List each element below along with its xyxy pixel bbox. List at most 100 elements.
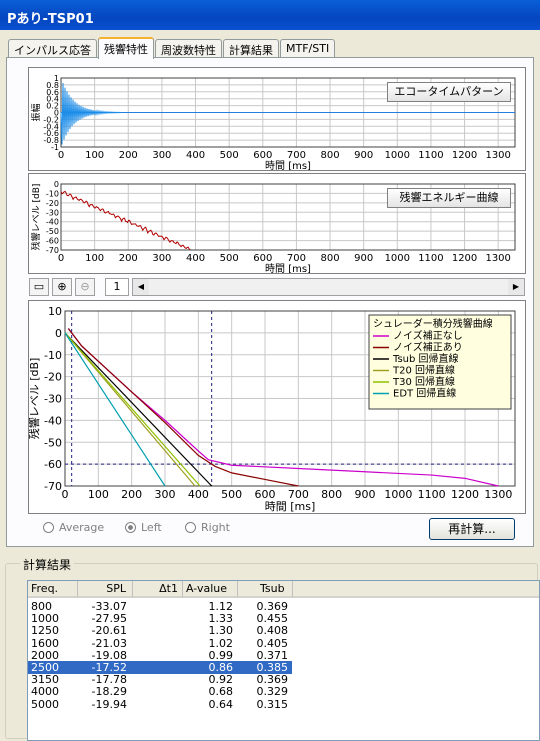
x-tick-label: 900 [354,150,373,161]
table-row[interactable]: 2000 -19.08 0.99 0.371 [28,649,292,662]
table-cell: 0.315 [238,698,288,711]
table-cell: -33.07 [78,600,127,613]
legend-entry-0: ノイズ補正なし [393,329,463,342]
header-freq[interactable]: Freq. [28,581,78,598]
energy-curve-button[interactable]: 残響エネルギー曲線 [387,188,511,208]
table-cell: -18.29 [78,685,127,698]
table-cell: 0.86 [183,661,233,674]
radio-average[interactable]: Average [43,521,104,537]
radio-right-label: Right [201,521,230,534]
x-tick-label: 1100 [418,253,443,264]
x-tick-label: 1100 [418,150,443,161]
table-row[interactable]: 1000 -27.95 1.33 0.455 [28,612,292,625]
x-tick-label: 400 [186,150,205,161]
table-cell: 0.369 [238,673,288,686]
tab-mtf-sti[interactable]: MTF/STI [280,39,335,59]
table-row[interactable]: 3150 -17.78 0.92 0.369 [28,673,292,686]
table-cell: 0.455 [238,612,288,625]
y-tick-label: -40 [46,218,59,227]
y-tick-label: -10 [46,189,59,198]
table-cell: 3150 [31,673,76,686]
radio-left[interactable]: Left [125,521,162,537]
header-a-value[interactable]: A-value [183,581,238,598]
x-tick-label: 200 [119,150,138,161]
x-tick-label: 1300 [484,488,512,501]
table-cell: 2500 [31,661,76,674]
table-cell: 5000 [31,698,76,711]
header-spl[interactable]: SPL [78,581,133,598]
y-tick-label: -40 [44,414,62,427]
legend-entry-4: T30 回帰直線 [392,375,455,388]
series-line-4 [65,333,200,486]
table-cell: 0.92 [183,673,233,686]
x-tick-label: 1000 [384,488,412,501]
table-cell: 0.68 [183,685,233,698]
table-cell: -20.61 [78,624,127,637]
legend-entry-1: ノイズ補正あり [393,341,463,354]
table-row[interactable]: 1600 -21.03 1.02 0.405 [28,637,292,650]
x-axis-label: 時間 [ms] [265,263,311,273]
table-row[interactable]: 2500 -17.52 0.86 0.385 [28,661,292,674]
radio-left-dot [125,522,136,533]
table-cell: 1250 [31,624,76,637]
decay-chart: 0 100 200 300 400 500 600 700 800 900 1000 1100 1200… [29,301,525,513]
series-line-2 [65,333,212,486]
x-tick-label: 500 [221,488,242,501]
table-cell: 2000 [31,649,76,662]
y-axis-label: 振幅 [30,103,42,121]
table-cell: 1000 [31,612,76,625]
recalculate-button[interactable]: 再計算... [429,518,515,540]
x-tick-label: 300 [152,150,171,161]
table-row[interactable]: 5000 -19.94 0.64 0.315 [28,698,292,711]
table-row[interactable]: 4000 -18.29 0.68 0.329 [28,685,292,698]
zoom-in-icon[interactable]: ⊕ [52,278,72,296]
tab-frequency[interactable]: 周波数特性 [155,39,222,59]
table-cell: 800 [31,600,76,613]
radio-right[interactable]: Right [185,521,230,537]
table-row[interactable]: 800 -33.07 1.12 0.369 [28,600,292,613]
tab-results[interactable]: 計算結果 [223,39,279,59]
table-cell: 0.369 [238,600,288,613]
tab-impulse-response[interactable]: インパルス応答 [8,39,97,59]
echo-chart-box: 0 100 200 300 400 500 600 700 800 900 1000 1100 1200… [28,67,526,171]
x-tick-label: 500 [220,253,239,264]
x-tick-label: 600 [253,150,272,161]
table-cell: 0.329 [238,685,288,698]
window-title: Pあり-TSP01 [0,0,540,30]
table-cell: 0.371 [238,649,288,662]
x-tick-label: 400 [186,253,205,264]
table-cell: 0.385 [238,661,288,674]
scroll-right-arrow-icon[interactable]: ▶ [508,279,524,295]
y-tick-label: -70 [46,246,59,255]
table-cell: 1.30 [183,624,233,637]
table-cell: 1.12 [183,600,233,613]
header-dt1[interactable]: Δt1 [133,581,183,598]
page-number-field[interactable]: 1 [105,278,129,296]
x-tick-label: 1200 [451,488,479,501]
y-tick-label: -50 [44,436,62,449]
legend-title: シュレーダー積分残響曲線 [373,317,493,330]
results-list[interactable]: Freq. SPL Δt1 A-value Tsub 800 -33.07 1.12… [27,580,540,741]
table-cell: 0.408 [238,624,288,637]
x-tick-label: 1100 [418,488,446,501]
x-tick-label: 100 [85,253,104,264]
echo-pattern-button[interactable]: エコータイムパターン [387,82,511,102]
table-cell: -21.03 [78,637,127,650]
tab-bar: インパルス応答 残響特性 周波数特性 計算結果 MTF/STI [8,37,336,58]
y-tick-label: -20 [44,371,62,384]
y-tick-label: -1 [51,143,59,152]
zoom-out-icon[interactable]: ⊖ [75,278,95,296]
table-cell: -27.95 [78,612,127,625]
scroll-left-arrow-icon[interactable]: ◀ [133,279,149,295]
header-tsub[interactable]: Tsub [238,581,293,598]
table-row[interactable]: 1250 -20.61 1.30 0.408 [28,624,292,637]
x-tick-label: 800 [320,150,339,161]
horizontal-scrollbar[interactable]: ◀ ▶ [132,278,525,296]
table-cell: -17.78 [78,673,127,686]
fit-view-icon[interactable]: ▭ [29,278,49,296]
x-axis-label: 時間 [ms] [265,160,311,170]
decay-chart-box: 0 100 200 300 400 500 600 700 800 900 1000 1100 1200… [28,300,526,514]
x-tick-label: 900 [354,253,373,264]
header-filler [293,581,539,598]
tab-reverberation[interactable]: 残響特性 [98,37,154,59]
